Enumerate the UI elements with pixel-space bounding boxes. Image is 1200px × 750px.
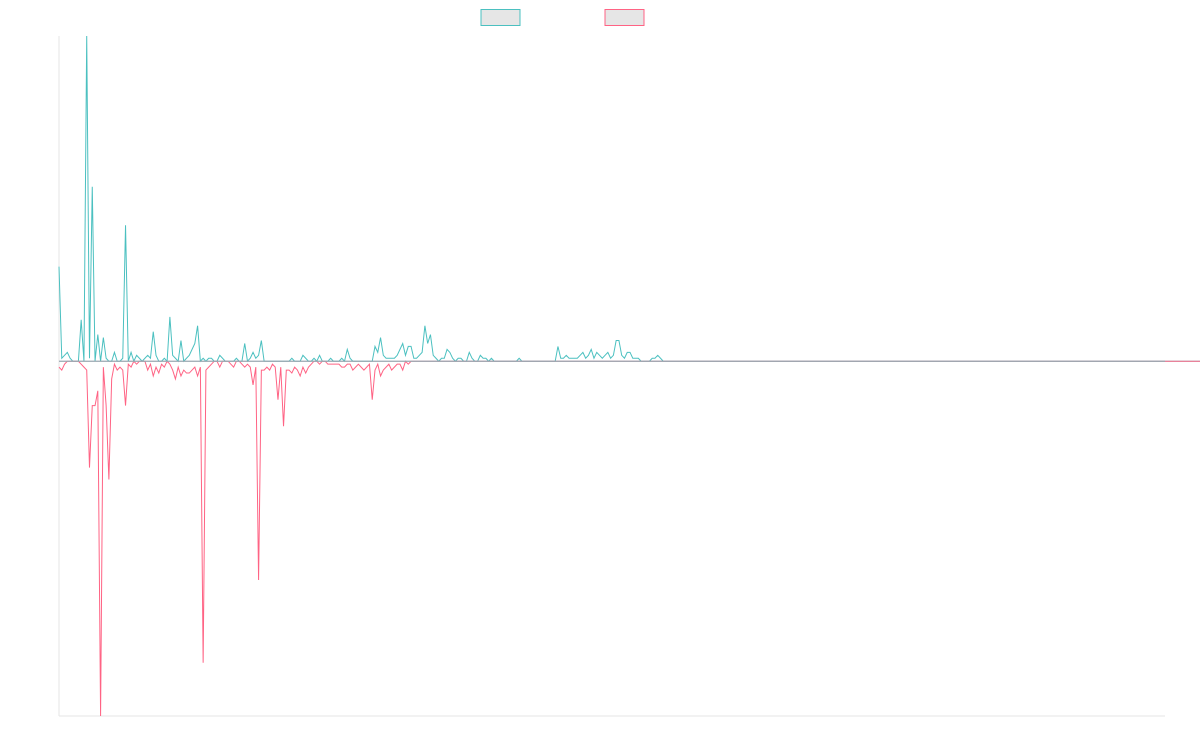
legend — [480, 9, 645, 26]
series-layer — [58, 35, 1200, 717]
series-line-2 — [58, 360, 1200, 717]
legend-swatch-2 — [604, 9, 645, 26]
axes — [58, 36, 1165, 717]
legend-swatch-1 — [480, 9, 521, 26]
series-line-1 — [58, 35, 1200, 363]
